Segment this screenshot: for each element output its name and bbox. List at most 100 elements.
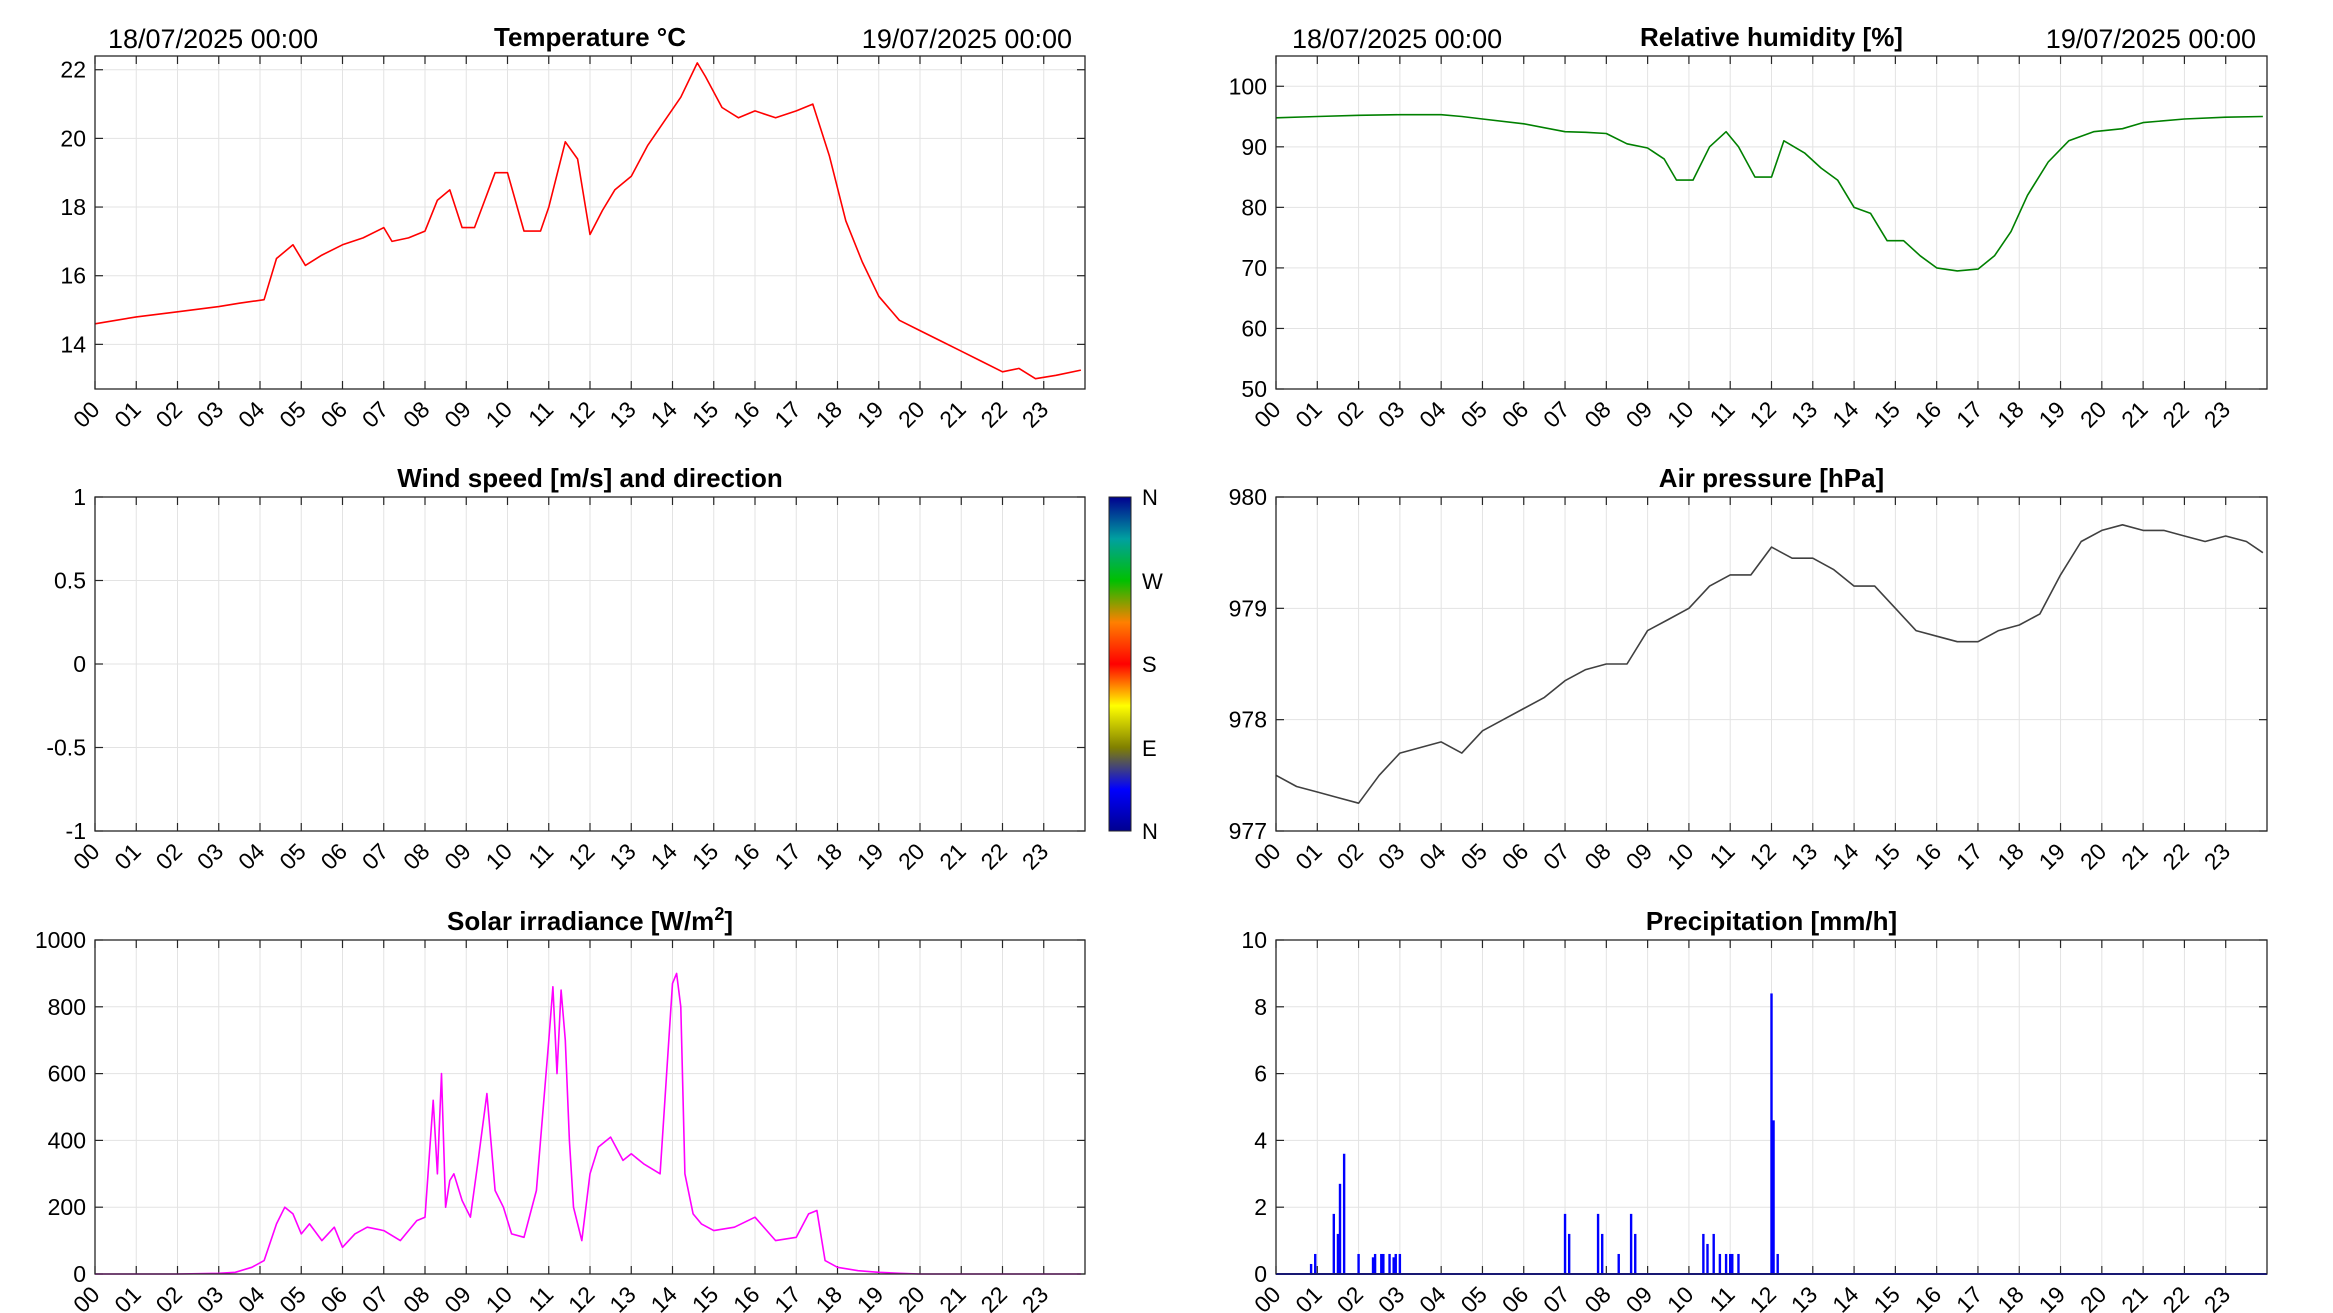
precipitation-bar: [1567, 1233, 1571, 1274]
precipitation-xtick-label: 19: [2034, 1281, 2070, 1313]
humidity-xtick-label: 20: [2075, 396, 2111, 432]
solar-title: Solar irradiance [W/m2]: [447, 904, 733, 936]
colorbar-label-n-bottom: N: [1142, 819, 1158, 844]
wind-xtick-label: 13: [604, 838, 640, 874]
precipitation-xtick-label: 18: [1992, 1281, 2028, 1313]
pressure-xtick-label: 15: [1868, 838, 1904, 874]
solar-xtick-label: 02: [151, 1281, 187, 1313]
temperature-xtick-label: 20: [893, 396, 929, 432]
pressure-xtick-label: 20: [2075, 838, 2111, 874]
solar-xtick-label: 06: [316, 1281, 352, 1313]
wind-xtick-label: 16: [728, 838, 764, 874]
humidity-ytick-label: 70: [1241, 255, 1267, 281]
wind-xtick-label: 14: [646, 838, 683, 875]
precipitation-bar: [1392, 1257, 1395, 1274]
solar-axes-frame: [94, 939, 1086, 1275]
precipitation-xtick-label: 07: [1538, 1281, 1574, 1313]
humidity-xtick-label: 23: [2199, 396, 2235, 432]
solar-xtick-label: 22: [976, 1281, 1012, 1313]
humidity-xtick-label: 08: [1579, 396, 1615, 432]
pressure-xtick-label: 05: [1456, 838, 1492, 874]
precipitation-bar: [1388, 1253, 1391, 1274]
colorbar-label-w: W: [1142, 569, 1163, 594]
precipitation-bar: [1718, 1253, 1722, 1274]
precipitation-ytick-label: 10: [1241, 927, 1267, 953]
precipitation-xtick-label: 02: [1332, 1281, 1368, 1313]
wind-ytick-label: 0: [73, 651, 86, 677]
wind-xtick-label: 07: [357, 838, 393, 874]
temperature-ytick-label: 18: [60, 194, 86, 220]
pressure-ytick-label: 978: [1229, 707, 1267, 733]
solar-ytick-label: 800: [48, 994, 86, 1020]
precipitation-axes-frame: [1275, 939, 2268, 1275]
precipitation-xtick-label: 22: [2157, 1281, 2193, 1313]
solar-xtick-label: 01: [109, 1281, 145, 1313]
temperature-xtick-label: 17: [769, 396, 805, 432]
temperature-xtick-label: 13: [604, 396, 640, 432]
solar-ytick-label: 1000: [35, 927, 86, 953]
temperature-ytick-label: 16: [60, 263, 86, 289]
solar-xtick-label: 23: [1017, 1281, 1053, 1313]
precipitation-xtick-label: 04: [1414, 1281, 1451, 1313]
precipitation-xtick-label: 11: [1704, 1281, 1739, 1313]
wind-xtick-label: 09: [439, 838, 475, 874]
wind-xtick-label: 08: [398, 838, 434, 874]
humidity-xtick-label: 13: [1786, 396, 1822, 432]
precipitation-bar: [1398, 1253, 1402, 1274]
precipitation-ytick-label: 8: [1254, 994, 1267, 1020]
pressure-xtick-label: 02: [1332, 838, 1368, 874]
solar-ytick-label: 0: [73, 1261, 86, 1287]
wind-xtick-label: 17: [769, 838, 805, 874]
wind-xtick-label: 12: [563, 838, 599, 874]
temperature-xtick-label: 01: [109, 396, 145, 432]
humidity-xtick-label: 03: [1373, 396, 1409, 432]
precipitation-xtick-label: 06: [1497, 1281, 1533, 1313]
colorbar-gradient: [1108, 496, 1132, 832]
temperature-xtick-label: 00: [68, 396, 104, 432]
humidity-xtick-label: 19: [2034, 396, 2070, 432]
pressure-ytick-label: 980: [1229, 484, 1267, 510]
precipitation-bar: [1338, 1183, 1342, 1274]
humidity-axes-frame: [1275, 55, 2268, 390]
colorbar-label-e: E: [1142, 736, 1157, 761]
precipitation-bar: [1336, 1233, 1340, 1274]
wind-ytick-label: 0.5: [54, 568, 86, 594]
solar-xtick-label: 19: [852, 1281, 888, 1313]
pressure-xtick-label: 03: [1373, 838, 1409, 874]
precipitation-bar: [1724, 1253, 1728, 1274]
precipitation-bar: [1629, 1213, 1633, 1274]
humidity-xtick-label: 15: [1868, 396, 1904, 432]
temperature-xtick-label: 19: [852, 396, 888, 432]
precipitation-xtick-label: 17: [1951, 1281, 1987, 1313]
humidity-title: Relative humidity [%]: [1640, 22, 1903, 52]
temperature-xtick-label: 03: [192, 396, 228, 432]
temperature-ytick-label: 22: [60, 57, 86, 83]
pressure-axes-frame: [1275, 496, 2268, 832]
solar-ytick-label: 200: [48, 1194, 86, 1220]
precipitation-bar: [1706, 1243, 1709, 1274]
precipitation-bar: [1731, 1253, 1734, 1274]
pressure-xtick-label: 11: [1704, 838, 1739, 873]
precipitation-bar: [1371, 1257, 1375, 1274]
wind-xtick-label: 19: [852, 838, 888, 874]
pressure-xtick-label: 01: [1290, 838, 1326, 874]
humidity-xtick-label: 10: [1662, 396, 1698, 432]
wind-xtick-label: 21: [934, 838, 970, 874]
solar-xtick-label: 04: [233, 1281, 270, 1313]
solar-xtick-label: 07: [357, 1281, 393, 1313]
solar-xtick-label: 11: [523, 1281, 558, 1313]
temperature-xtick-label: 11: [523, 396, 558, 431]
precipitation-bar: [1702, 1233, 1705, 1274]
solar-series-line: [95, 972, 1081, 1275]
pressure-xtick-label: 13: [1786, 838, 1822, 874]
temperature-chart: 00 01 02 03 04 05 06 07 08 09 10 11 12 13 14 15 16 17 18 19…: [60, 22, 1086, 433]
temperature-xtick-label: 09: [439, 396, 475, 432]
temperature-xtick-label: 21: [934, 396, 970, 432]
precipitation-xtick-label: 13: [1786, 1281, 1822, 1313]
pressure-xtick-label: 19: [2034, 838, 2070, 874]
temperature-xtick-label: 12: [563, 396, 599, 432]
wind-xtick-label: 22: [976, 838, 1012, 874]
temperature-xtick-label: 08: [398, 396, 434, 432]
pressure-xtick-label: 23: [2199, 838, 2235, 874]
